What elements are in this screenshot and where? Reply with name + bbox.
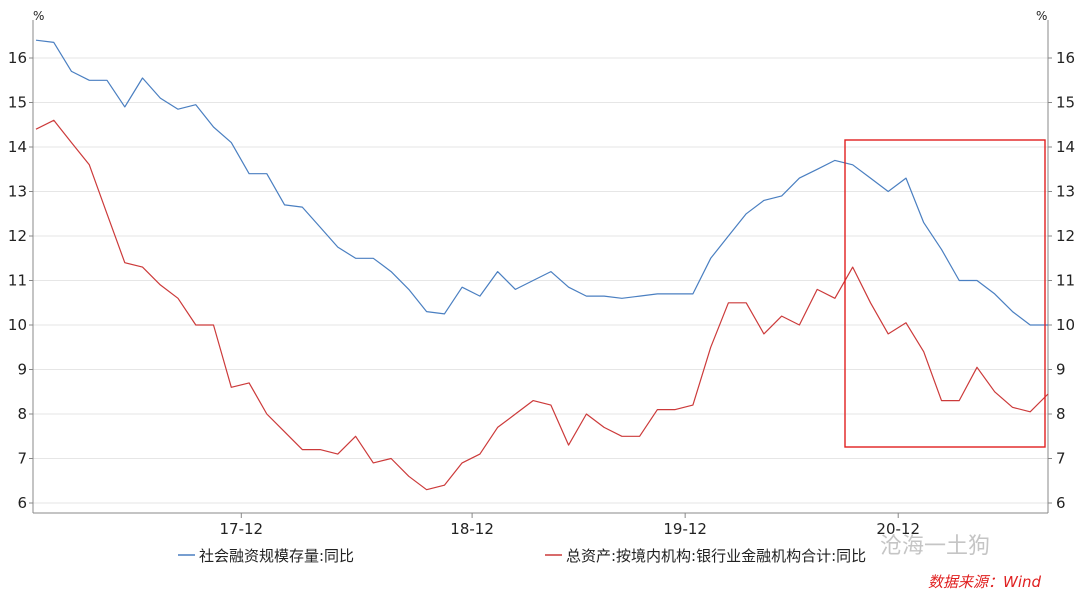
y-tick-label-left: 9 bbox=[17, 361, 27, 379]
legend-label-1: 社会融资规模存量:同比 bbox=[199, 547, 354, 565]
y-tick-label-right: 9 bbox=[1056, 361, 1066, 379]
x-tick-label: 20-12 bbox=[876, 520, 920, 538]
y-axis-right-ticks: 6 7 8 9 10 11 12 13 14 15 16 bbox=[1048, 49, 1075, 512]
y-tick-label-right: 10 bbox=[1056, 316, 1075, 334]
y-tick-label-left: 10 bbox=[8, 316, 27, 334]
x-tick-label: 18-12 bbox=[450, 520, 494, 538]
y-tick-label-left: 13 bbox=[8, 183, 27, 201]
y-tick-label-right: 7 bbox=[1056, 450, 1066, 468]
y-tick-label-right: 12 bbox=[1056, 227, 1075, 245]
y-tick-label-left: 12 bbox=[8, 227, 27, 245]
series-group bbox=[35, 39, 1049, 491]
highlight-box bbox=[844, 139, 1046, 448]
y-tick-label-left: 8 bbox=[17, 405, 27, 423]
y-tick-label-left: 11 bbox=[8, 272, 27, 290]
data-source: 数据来源：Wind bbox=[928, 573, 1042, 591]
legend-label-2: 总资产:按境内机构:银行业金融机构合计:同比 bbox=[566, 547, 866, 565]
y-tick-label-right: 11 bbox=[1056, 272, 1075, 290]
y-tick-label-right: 6 bbox=[1056, 494, 1066, 512]
y-unit-left: % bbox=[33, 9, 44, 23]
legend: 社会融资规模存量:同比 总资产:按境内机构:银行业金融机构合计:同比 bbox=[178, 547, 866, 565]
series-line-1 bbox=[35, 39, 1048, 326]
watermark-text: 沧海一土狗 bbox=[880, 534, 991, 559]
x-axis-ticks: 17-12 18-12 19-12 20-12 bbox=[220, 513, 920, 538]
y-tick-label-right: 8 bbox=[1056, 405, 1066, 423]
y-tick-label-right: 16 bbox=[1056, 49, 1075, 67]
y-tick-label-right: 13 bbox=[1056, 183, 1075, 201]
y-tick-label-left: 6 bbox=[17, 494, 27, 512]
series-line-2 bbox=[35, 119, 1049, 491]
y-unit-right: % bbox=[1036, 9, 1047, 23]
x-tick-label: 17-12 bbox=[220, 520, 264, 538]
y-tick-label-left: 7 bbox=[17, 450, 27, 468]
y-tick-label-left: 14 bbox=[8, 138, 27, 156]
y-tick-label-right: 15 bbox=[1056, 94, 1075, 112]
y-tick-label-left: 15 bbox=[8, 94, 27, 112]
y-axis-left-ticks: 6 7 8 9 10 11 12 13 14 15 16 bbox=[8, 49, 33, 512]
y-tick-label-left: 16 bbox=[8, 49, 27, 67]
y-tick-label-right: 14 bbox=[1056, 138, 1075, 156]
x-tick-label: 19-12 bbox=[663, 520, 707, 538]
gridlines bbox=[33, 57, 1048, 504]
